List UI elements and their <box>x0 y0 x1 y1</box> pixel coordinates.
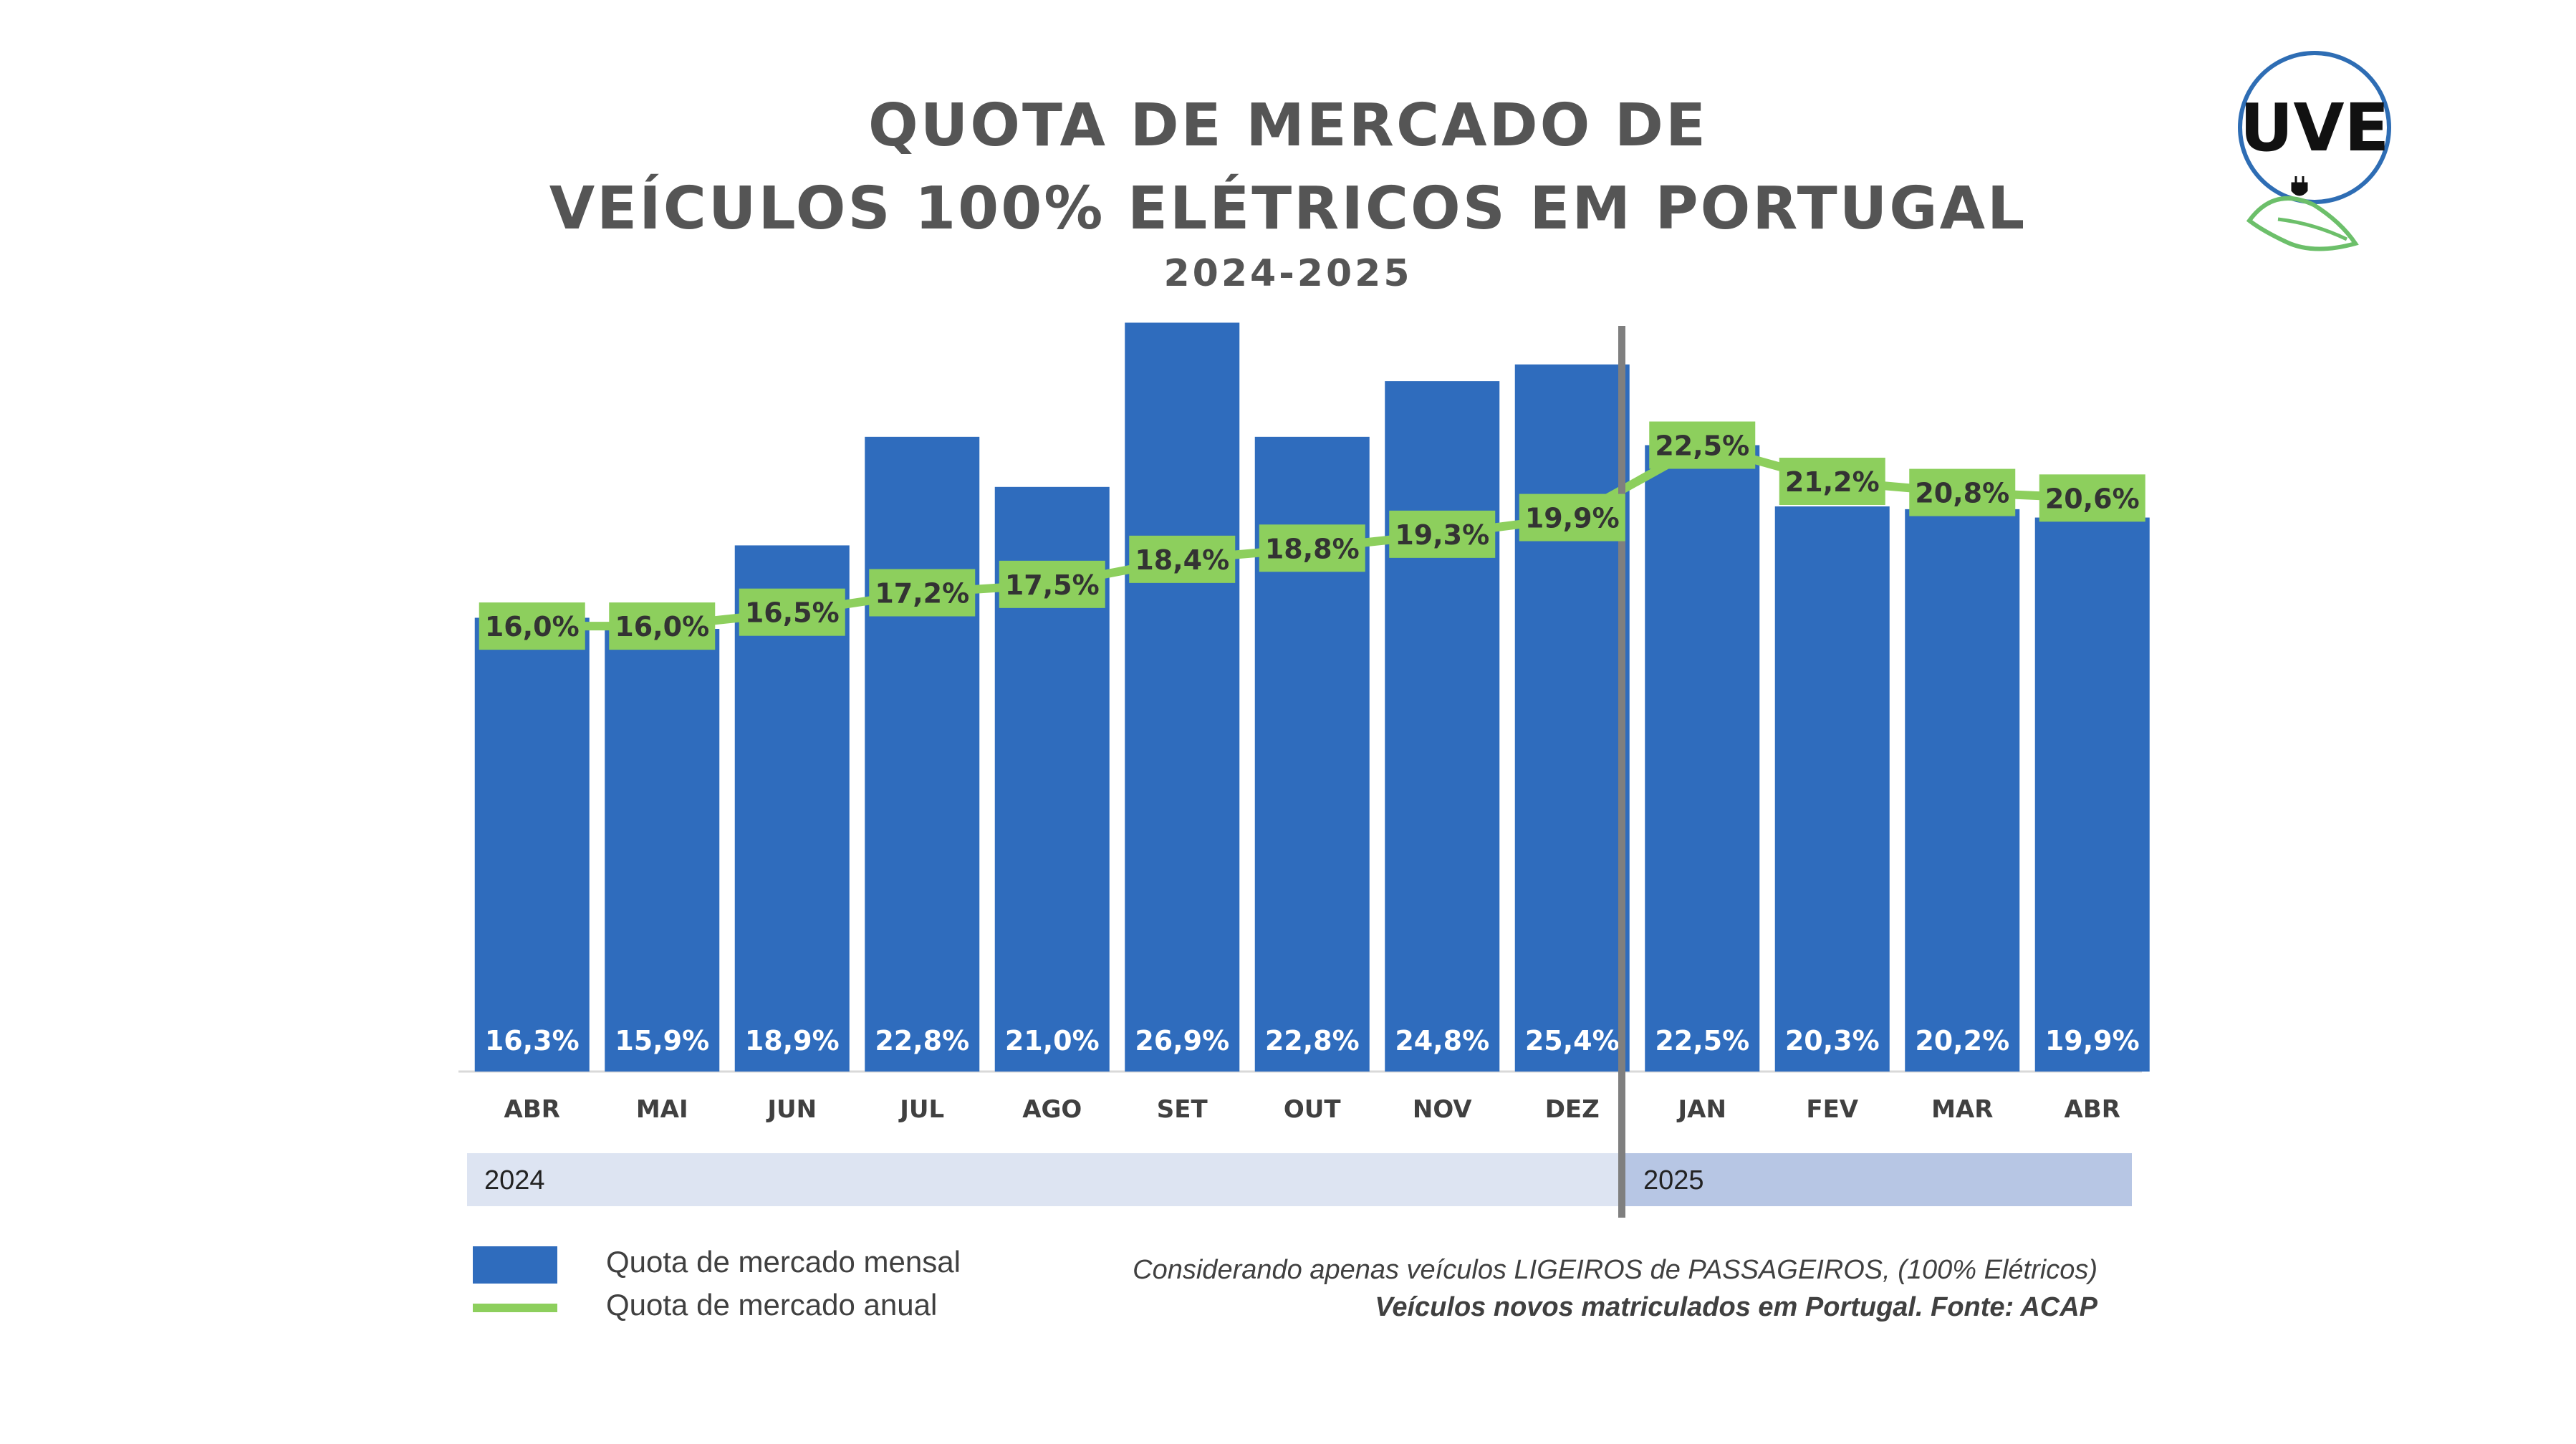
year-band-2025 <box>1622 1153 2132 1206</box>
x-tick-label-6: OUT <box>1284 1095 1342 1124</box>
legend-label-monthly: Quota de mercado mensal <box>606 1245 961 1279</box>
bar-value-label-11: 20,2% <box>1915 1025 2009 1056</box>
bar-10 <box>1774 506 1890 1072</box>
x-tick-label-4: AGO <box>1022 1095 1082 1124</box>
footnote-source: Veículos novos matriculados em Portugal.… <box>1375 1292 2097 1322</box>
line-value-label-1: 16,0% <box>615 611 709 642</box>
line-value-label-9: 22,5% <box>1655 430 1749 462</box>
x-tick-label-12: ABR <box>2065 1095 2120 1124</box>
line-point-12 <box>2039 474 2145 522</box>
line-point-10 <box>1779 458 1885 506</box>
bar-0 <box>474 617 590 1072</box>
bar-7 <box>1385 381 1500 1072</box>
line-point-5 <box>1129 535 1236 583</box>
line-value-label-7: 19,3% <box>1395 519 1489 551</box>
legend-swatch-bar <box>473 1246 557 1284</box>
x-tick-label-3: JUL <box>898 1095 944 1124</box>
line-point-3 <box>869 569 976 617</box>
line-point-8 <box>1519 494 1625 542</box>
bar-value-label-10: 20,3% <box>1785 1025 1880 1056</box>
bar-value-label-6: 22,8% <box>1265 1025 1360 1056</box>
line-value-label-12: 20,6% <box>2045 483 2140 514</box>
bar-8 <box>1514 364 1630 1072</box>
line-value-label-2: 16,5% <box>745 597 840 629</box>
line-point-2 <box>739 588 845 636</box>
line-value-label-10: 21,2% <box>1785 466 1880 498</box>
bar-12 <box>2034 517 2150 1072</box>
uve-logo: UVE <box>2206 43 2421 261</box>
legend-swatch-line <box>473 1304 557 1312</box>
x-tick-label-10: FEV <box>1806 1095 1858 1124</box>
bar-value-label-12: 19,9% <box>2045 1025 2140 1056</box>
line-point-0 <box>479 602 585 650</box>
bar-value-label-1: 15,9% <box>615 1025 709 1056</box>
line-point-11 <box>1909 468 2016 516</box>
x-tick-label-1: MAI <box>636 1095 688 1124</box>
chart-title-line2: VEÍCULOS 100% ELÉTRICOS EM PORTUGAL <box>549 175 2027 243</box>
bar-value-label-9: 22,5% <box>1655 1025 1749 1056</box>
bar-5 <box>1125 322 1240 1072</box>
x-tick-label-0: ABR <box>504 1095 560 1124</box>
year-band-2024 <box>467 1153 1622 1206</box>
line-point-6 <box>1259 524 1365 572</box>
bar-1 <box>605 629 720 1072</box>
x-tick-label-9: JAN <box>1677 1095 1726 1124</box>
legend-label-annual: Quota de mercado anual <box>606 1288 938 1322</box>
line-value-label-5: 18,4% <box>1135 544 1229 576</box>
plug-leaf-logo-icon: UVE <box>2238 51 2391 251</box>
line-value-label-8: 19,9% <box>1525 503 1620 534</box>
line-value-label-3: 17,2% <box>875 577 969 609</box>
line-point-1 <box>609 602 716 650</box>
x-tick-label-11: MAR <box>1931 1095 1993 1124</box>
bar-value-label-3: 22,8% <box>875 1025 969 1056</box>
x-tick-label-8: DEZ <box>1545 1095 1600 1124</box>
line-point-9 <box>1649 421 1756 469</box>
line-point-7 <box>1389 510 1496 558</box>
chart-subtitle: 2024-2025 <box>1163 252 1413 295</box>
bar-value-label-7: 24,8% <box>1395 1025 1489 1056</box>
line-value-label-11: 20,8% <box>1915 478 2009 509</box>
chart-title-line1: QUOTA DE MERCADO DE <box>868 92 1708 160</box>
line-point-4 <box>999 560 1105 608</box>
logo-text: UVE <box>2240 90 2390 166</box>
bar-9 <box>1645 445 1760 1072</box>
line-value-label-6: 18,8% <box>1265 533 1360 564</box>
x-tick-label-2: JUN <box>766 1095 817 1124</box>
x-tick-label-5: SET <box>1157 1095 1208 1124</box>
x-tick-label-7: NOV <box>1413 1095 1472 1124</box>
bar-value-label-2: 18,9% <box>745 1025 840 1056</box>
line-value-label-4: 17,5% <box>1005 569 1100 601</box>
bar-11 <box>1905 509 2020 1072</box>
bar-value-label-5: 26,9% <box>1135 1025 1229 1056</box>
bar-value-label-4: 21,0% <box>1005 1025 1100 1056</box>
line-value-label-0: 16,0% <box>485 611 580 642</box>
footnote-scope: Considerando apenas veículos LIGEIROS de… <box>1133 1255 2097 1285</box>
bar-value-label-0: 16,3% <box>485 1025 580 1056</box>
year-label-2024: 2024 <box>484 1165 545 1195</box>
bar-3 <box>865 436 980 1072</box>
bar-value-label-8: 25,4% <box>1525 1025 1620 1056</box>
year-label-2025: 2025 <box>1643 1165 1704 1195</box>
